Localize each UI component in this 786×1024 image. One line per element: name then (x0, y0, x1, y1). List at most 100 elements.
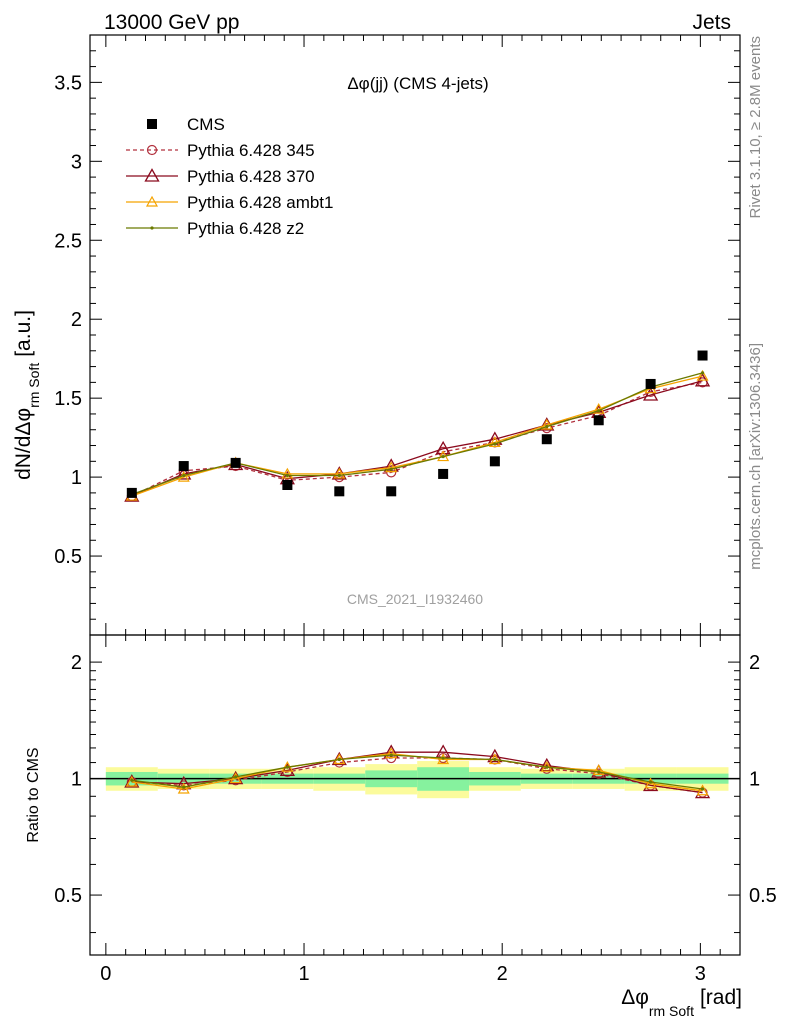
main-watermark: CMS_2021_I1932460 (347, 591, 483, 607)
x-label-sub: rm Soft (649, 1003, 694, 1019)
main-y-label-sub: rm Soft (26, 363, 42, 408)
main-p370-point-6 (435, 440, 451, 455)
ratio-z2-point-8 (545, 765, 549, 769)
legend-p345-label: Pythia 6.428 345 (187, 141, 315, 160)
main-axis-ticks: 0.5 1 1.5 2 2.5 3 3.5 (54, 34, 740, 636)
main-plot-panel: 0.5 1 1.5 2 2.5 3 3.5 Δφ(jj) (CMS 4-jets) CMS_… (12, 34, 741, 636)
main-cms-point-4 (334, 486, 345, 497)
main-z2-point-4 (337, 473, 341, 478)
ratio-y-tick-label-left: 2 (71, 652, 82, 674)
main-y-label-unit: [a.u.] (12, 310, 35, 357)
legend-p370-label: Pythia 6.428 370 (187, 167, 315, 186)
main-ambt1-point-7 (488, 436, 501, 447)
main-cms-point-0 (126, 487, 137, 498)
ratio-z2-point-5 (389, 753, 393, 757)
ratio-plot-marks (124, 744, 711, 799)
ratio-axis-ticks: 0.5 0.5 1 1 2 2 0 1 2 3 (54, 635, 777, 985)
ratio-z2-point-7 (493, 757, 497, 762)
ratio-ambt1-point-9 (592, 764, 605, 775)
legend-p370-marker (144, 168, 160, 182)
ratio-p345-line (131, 757, 703, 794)
side-mcplots-label: mcplots.cern.ch [arXiv:1306.3436] (747, 343, 764, 570)
main-p345-line (131, 381, 703, 497)
main-ambt1-point-8 (540, 418, 553, 430)
main-plot-title: Δφ(jj) (CMS 4-jets) (347, 74, 488, 93)
main-cms-point-3 (282, 480, 293, 490)
x-label-unit: [rad] (700, 986, 742, 1009)
main-ambt1-point-3 (281, 467, 294, 479)
ratio-z2-point-6 (441, 756, 445, 760)
main-p370-line (131, 380, 703, 497)
ratio-z2-point-0 (130, 778, 134, 782)
main-ambt1-point-9 (592, 402, 605, 414)
ratio-p370-point-3 (279, 762, 295, 777)
x-tick-label: 3 (695, 963, 706, 985)
main-plot-marks (124, 350, 711, 502)
main-cms-point-10 (645, 378, 656, 389)
main-ambt1-point-11 (696, 369, 709, 381)
legend-cms-label: CMS (187, 115, 225, 134)
main-z2-point-7 (493, 442, 497, 446)
main-z2-line (131, 372, 703, 496)
main-z2-point-9 (597, 409, 601, 413)
ratio-z2-point-2 (234, 775, 238, 779)
main-cms-point-1 (178, 461, 189, 472)
main-y-tick-label: 3 (71, 151, 82, 173)
ratio-y-tick-label-right: 2 (749, 652, 760, 674)
svg-text:dN/dΔφrm Soft[a.u.]: dN/dΔφrm Soft [a.u.] (12, 310, 42, 480)
main-z2-point-11 (700, 371, 705, 375)
main-cms-point-11 (697, 350, 708, 361)
main-ambt1-line (131, 375, 703, 497)
header-analysis-label: Jets (692, 11, 731, 34)
ratio-z2-point-4 (337, 757, 341, 762)
main-cms-point-6 (438, 468, 449, 479)
ratio-p345-point-8 (541, 763, 552, 774)
x-axis-label: Δφrm Soft [rad] (621, 986, 742, 1019)
ratio-ambt1-point-1 (177, 782, 190, 794)
x-label-main: Δφ (621, 986, 649, 1009)
main-y-tick-label: 0.5 (54, 546, 82, 568)
ratio-ambt1-point-5 (385, 747, 398, 759)
legend-p345-marker (146, 144, 158, 156)
main-y-tick-label: 1 (71, 467, 82, 489)
side-rivet-label: Rivet 3.1.10, ≥ 2.8M events (747, 36, 764, 219)
main-z2-point-8 (545, 424, 549, 429)
main-y-axis-label: dN/dΔφrm Soft [a.u.] (12, 310, 42, 480)
main-cms-point-2 (230, 457, 241, 468)
ratio-plot-frame (89, 634, 741, 956)
ratio-p370-point-7 (487, 748, 503, 763)
x-tick-label: 0 (100, 963, 111, 985)
ratio-z2-point-9 (597, 770, 601, 774)
main-y-label-main: dN/dΔφ (12, 408, 35, 480)
main-cms-point-5 (386, 486, 397, 497)
ratio-z2-point-1 (182, 785, 186, 789)
main-y-tick-label: 2.5 (54, 230, 82, 252)
ratio-z2-point-10 (649, 780, 653, 784)
ratio-z2-point-11 (700, 787, 705, 791)
legend: CMS Pythia 6.428 345 Pythia 6.428 370 Pythi… (126, 115, 333, 238)
main-z2-point-3 (285, 473, 289, 478)
header-energy-label: 13000 GeV pp (104, 11, 239, 34)
x-tick-label: 1 (298, 963, 309, 985)
ratio-y-tick-label-left: 1 (71, 769, 82, 791)
legend-z2-marker (150, 226, 154, 230)
legend-cms-marker (147, 119, 157, 129)
main-ambt1-point-4 (333, 467, 346, 479)
main-cms-point-9 (593, 415, 604, 426)
ratio-ambt1-point-11 (696, 784, 709, 796)
ratio-z2-line (131, 754, 703, 790)
ratio-y-tick-label-right: 0.5 (749, 885, 777, 907)
main-cms-point-8 (541, 434, 552, 445)
legend-ambt1-marker (145, 195, 159, 207)
main-z2-point-6 (441, 454, 445, 459)
main-y-tick-label: 1.5 (54, 388, 82, 410)
main-y-tick-label: 2 (71, 309, 82, 331)
main-y-tick-label: 3.5 (54, 72, 82, 94)
legend-z2-label: Pythia 6.428 z2 (187, 219, 304, 238)
ratio-ambt1-point-2 (229, 772, 242, 784)
main-z2-point-1 (182, 473, 186, 478)
ratio-y-axis-label: Ratio to CMS (25, 747, 42, 842)
main-p370-point-1 (176, 466, 192, 480)
ratio-ambt1-point-0 (125, 775, 138, 787)
